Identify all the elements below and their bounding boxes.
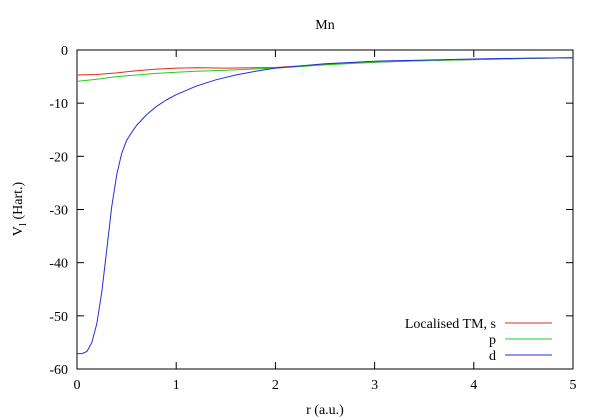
y-tick-label: -10 (49, 97, 68, 112)
x-tick-label: 3 (371, 378, 378, 393)
x-tick-label: 4 (470, 378, 477, 393)
x-tick-label: 1 (173, 378, 180, 393)
series-line-d (77, 57, 574, 355)
y-axis-label-unit: (Hart.) (11, 181, 26, 223)
plot-frame (76, 49, 574, 370)
legend-label-s: Localised TM, s (405, 317, 496, 332)
legend: Localised TM, s p d (405, 317, 552, 364)
x-axis: 0 1 2 3 4 5 (74, 50, 577, 393)
y-tick-label: -30 (49, 204, 68, 219)
x-tick-label: 5 (570, 378, 577, 393)
y-tick-label: -40 (49, 257, 68, 272)
y-axis-label-subscript: l (17, 223, 29, 226)
y-axis: 0 -10 -20 -30 -40 -50 -60 (49, 44, 573, 378)
series-line-p (76, 57, 574, 82)
y-axis-label: Vl (Hart.) (11, 181, 29, 236)
x-tick-label: 0 (74, 378, 81, 393)
y-tick-label: 0 (61, 44, 68, 59)
y-axis-label-main: V (11, 226, 26, 236)
series-line-s (76, 57, 574, 76)
x-axis-label: r (a.u.) (306, 403, 344, 418)
y-tick-label: -50 (49, 310, 68, 325)
legend-label-d: d (489, 349, 496, 364)
y-tick-label: -20 (49, 150, 68, 165)
y-tick-label: -60 (49, 363, 68, 378)
x-tick-label: 2 (272, 378, 279, 393)
series-lines (76, 57, 574, 355)
chart-title: Mn (315, 18, 334, 33)
legend-label-p: p (489, 333, 496, 348)
